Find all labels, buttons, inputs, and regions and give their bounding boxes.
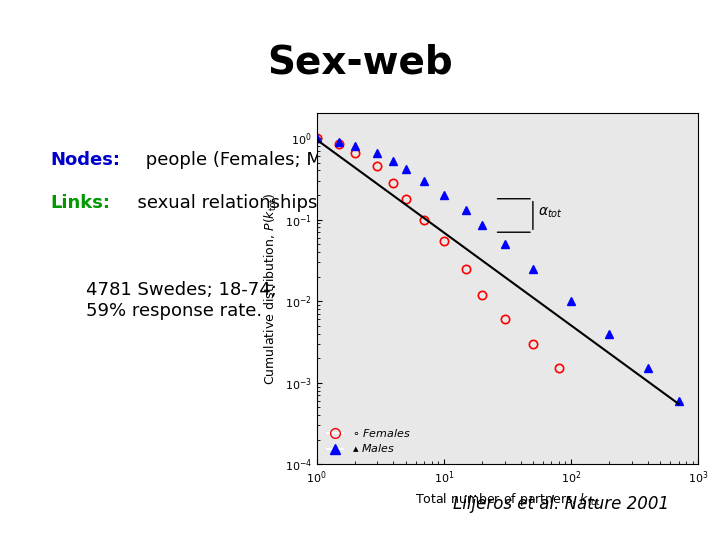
- Legend: $\circ$ Females, $\blacktriangle$ Males: $\circ$ Females, $\blacktriangle$ Males: [323, 423, 415, 459]
- Text: sexual relationships: sexual relationships: [126, 194, 318, 212]
- Males: [478, 222, 487, 228]
- Males: [389, 158, 397, 164]
- Line: Females: Females: [312, 134, 563, 373]
- Text: 4781 Swedes; 18-74;
59% response rate.: 4781 Swedes; 18-74; 59% response rate.: [86, 281, 277, 320]
- Text: Nodes:: Nodes:: [50, 151, 120, 169]
- Males: [420, 178, 428, 184]
- Females: [440, 238, 449, 244]
- Males: [644, 365, 652, 372]
- Y-axis label: Cumulative distribution, $P(k_{\rm tot})$: Cumulative distribution, $P(k_{\rm tot})…: [263, 193, 279, 385]
- Females: [420, 217, 428, 223]
- Males: [567, 298, 575, 305]
- Text: people (Females; Males): people (Females; Males): [140, 151, 366, 169]
- Females: [335, 140, 343, 147]
- Males: [351, 143, 359, 149]
- Males: [528, 266, 537, 272]
- Males: [500, 241, 509, 247]
- Females: [500, 316, 509, 322]
- Text: Sex-web: Sex-web: [267, 43, 453, 81]
- Males: [462, 207, 471, 213]
- Males: [675, 397, 683, 404]
- Males: [335, 138, 343, 145]
- Females: [373, 163, 382, 170]
- Females: [528, 341, 537, 347]
- Females: [554, 365, 563, 372]
- Line: Males: Males: [312, 134, 683, 405]
- Females: [389, 180, 397, 186]
- Females: [462, 266, 471, 272]
- X-axis label: Total number of partners, $k_{\rm tot}$: Total number of partners, $k_{\rm tot}$: [415, 491, 600, 509]
- Males: [606, 330, 614, 337]
- Females: [401, 195, 410, 202]
- Females: [478, 292, 487, 298]
- Text: Links:: Links:: [50, 194, 110, 212]
- Males: [312, 134, 321, 141]
- Males: [373, 150, 382, 157]
- Males: [401, 165, 410, 172]
- Text: $\alpha_{tot}$: $\alpha_{tot}$: [538, 206, 563, 220]
- Females: [351, 150, 359, 157]
- Males: [440, 192, 449, 198]
- Text: Liljeros et al. Nature 2001: Liljeros et al. Nature 2001: [454, 495, 670, 513]
- Females: [312, 134, 321, 141]
